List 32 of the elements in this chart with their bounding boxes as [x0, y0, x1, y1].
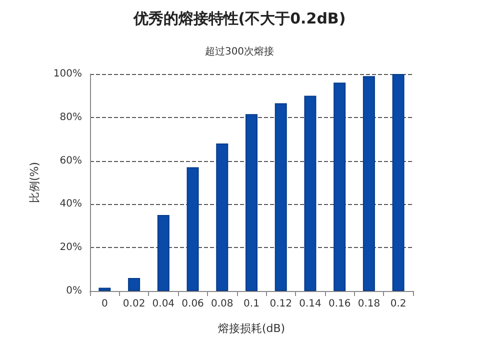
- x-axis-title: 熔接损耗(dB): [218, 322, 286, 335]
- chart-title: 优秀的熔接特性(不大于0.2dB): [132, 10, 346, 28]
- x-tick-label: 0.1: [244, 298, 260, 310]
- y-tick-label: 20%: [60, 242, 82, 254]
- bar: [274, 103, 287, 291]
- bar: [128, 278, 140, 291]
- y-tick-label: 80%: [60, 112, 82, 123]
- bar: [246, 114, 258, 291]
- bar: [362, 76, 375, 291]
- x-tick-label: 0.02: [122, 298, 146, 310]
- chart-subtitle: 超过300次熔接: [204, 46, 274, 58]
- bar: [98, 288, 111, 291]
- bar: [216, 143, 228, 291]
- y-tick-label: 60%: [60, 155, 82, 166]
- x-tick-label: 0.08: [211, 298, 234, 310]
- y-tick-label: 100%: [53, 68, 82, 80]
- x-tick-label: 0.16: [328, 298, 351, 310]
- x-tick-label: 0: [101, 298, 108, 310]
- bar: [304, 96, 316, 291]
- y-tick-label: 40%: [60, 198, 82, 210]
- bar: [334, 82, 346, 291]
- bar: [157, 215, 170, 291]
- x-tick-label: 0.18: [358, 298, 380, 310]
- x-tick-label: 0.04: [152, 298, 175, 310]
- x-tick-label: 0.06: [182, 298, 204, 310]
- bar: [186, 167, 199, 291]
- y-tick-label: 0%: [66, 286, 82, 296]
- bar: [392, 74, 404, 291]
- x-tick-label: 0.2: [390, 298, 406, 310]
- y-axis-title: 比例(%): [28, 162, 41, 204]
- x-tick-label: 0.14: [299, 298, 322, 310]
- x-tick-label: 0.12: [270, 298, 292, 310]
